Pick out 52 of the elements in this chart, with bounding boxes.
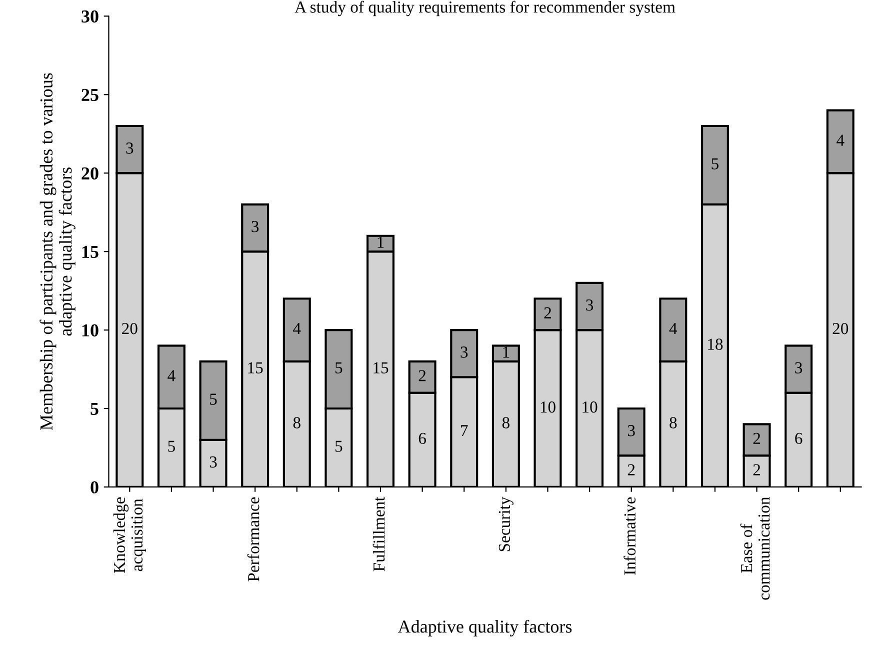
data-label: 3 xyxy=(628,425,635,436)
y-tick-label: 10 xyxy=(82,324,98,336)
x-tick-label: Ease of communication xyxy=(740,496,770,600)
data-label: 5 xyxy=(168,440,175,452)
x-tick-label: Informative xyxy=(624,497,636,575)
data-label: 3 xyxy=(126,142,134,154)
data-label: 15 xyxy=(248,362,263,374)
x-axis-title: Adaptive quality factors xyxy=(398,620,572,636)
x-tick-label: Security xyxy=(498,496,514,552)
y-tick-label: 15 xyxy=(82,246,98,258)
data-label: 1 xyxy=(378,236,384,248)
data-label: 3 xyxy=(252,220,259,232)
data-label: 4 xyxy=(168,370,176,382)
data-label: 15 xyxy=(374,362,388,374)
data-label: 8 xyxy=(670,417,677,428)
data-label: 3 xyxy=(210,456,217,468)
x-tick-label: Fulfillment xyxy=(372,496,385,572)
data-label: 5 xyxy=(336,440,342,452)
data-label: 2 xyxy=(753,464,760,476)
data-label: 3 xyxy=(795,362,802,374)
data-label: 4 xyxy=(836,134,844,146)
y-tick-label: 0 xyxy=(90,481,98,494)
x-tick-label: Knowledge acquisition xyxy=(113,497,146,574)
y-tick-label: 5 xyxy=(90,402,98,415)
data-label: 5 xyxy=(210,394,217,405)
y-tick-label: 25 xyxy=(82,88,98,102)
y-tick-label: 30 xyxy=(82,10,98,23)
data-label: 2 xyxy=(628,464,635,476)
data-label: 2 xyxy=(753,432,760,444)
data-label: 8 xyxy=(502,417,510,428)
data-label: 2 xyxy=(544,307,551,318)
data-label: 6 xyxy=(795,432,802,444)
data-label: 5 xyxy=(712,158,718,170)
data-label: 10 xyxy=(540,401,556,413)
x-tick-label: Performance xyxy=(247,497,260,582)
data-label: 8 xyxy=(293,417,300,428)
data-label: 20 xyxy=(122,322,138,334)
data-label: 2 xyxy=(418,370,426,382)
y-tick-label: 20 xyxy=(82,167,98,180)
chart-title: A study of quality requirements for recommender system xyxy=(294,0,676,16)
data-label: 1 xyxy=(503,346,510,358)
data-label: 3 xyxy=(460,346,468,358)
data-label: 18 xyxy=(708,338,723,350)
data-label: 20 xyxy=(832,322,848,334)
y-axis-title: Membership of participants and grades to various adaptive quality factors xyxy=(40,73,76,430)
data-label: 3 xyxy=(586,299,594,311)
data-label: 5 xyxy=(336,362,342,374)
data-label: 4 xyxy=(293,323,301,334)
data-label: 6 xyxy=(418,432,426,444)
data-label: 7 xyxy=(461,425,468,436)
data-label: 4 xyxy=(669,323,678,334)
data-label: 10 xyxy=(582,401,598,413)
